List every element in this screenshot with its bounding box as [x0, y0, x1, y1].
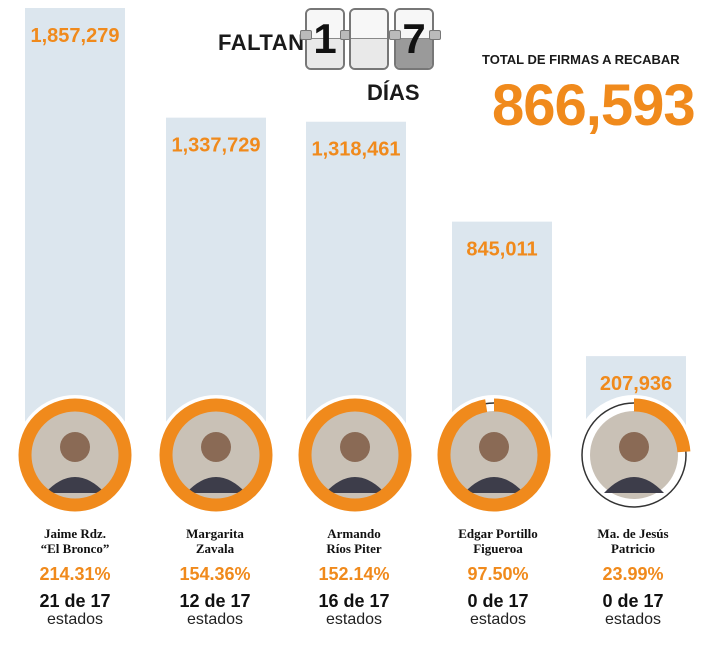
day-digit-card-blank — [349, 8, 389, 70]
portrait-shoulders-icon — [325, 477, 385, 493]
candidate-percent: 214.31% — [39, 564, 111, 584]
day-digit-1: 1 — [313, 15, 337, 62]
bar-value-label: 1,857,279 — [31, 25, 120, 47]
candidate-name: Ma. de Jesús Patricio — [568, 526, 698, 556]
portrait-icon — [619, 432, 649, 462]
portrait-icon — [340, 432, 370, 462]
progress-ring — [437, 398, 551, 512]
progress-ring — [298, 398, 412, 512]
candidate-name-line2: Ríos Piter — [326, 541, 382, 556]
day-digit-card-1: 1 — [305, 8, 345, 70]
candidate-name: Margarita Zavala — [150, 526, 280, 556]
portrait-icon — [479, 432, 509, 462]
candidate-states: 0 de 17 — [602, 591, 664, 611]
candidate-name: Jaime Rdz. “El Bronco” — [10, 526, 140, 556]
candidate-states: 21 de 17 — [39, 591, 111, 611]
portrait-shoulders-icon — [186, 477, 246, 493]
candidate-percent: 23.99% — [602, 564, 664, 584]
candidate-name-line2: “El Bronco” — [40, 541, 110, 556]
candidate-estados: estados — [469, 611, 527, 628]
progress-ring — [633, 398, 691, 453]
bar-value-label: 207,936 — [600, 373, 672, 395]
candidate-estados: estados — [325, 611, 383, 628]
candidate-estados: estados — [186, 611, 244, 628]
candidate-estados: estados — [46, 611, 104, 628]
candidate-name-line1: Margarita — [186, 526, 244, 541]
candidate-name-line1: Armando — [327, 526, 381, 541]
candidate-name-line1: Edgar Portillo — [458, 526, 538, 541]
candidate-name-line2: Patricio — [610, 541, 656, 556]
candidate-states: 16 de 17 — [318, 591, 390, 611]
candidate-estados: estados — [604, 611, 662, 628]
flip-hinge-icon — [429, 30, 441, 40]
candidate-states: 12 de 17 — [179, 591, 251, 611]
flip-hinge-icon — [300, 30, 312, 40]
total-signatures-label: TOTAL DE FIRMAS A RECABAR — [482, 52, 680, 67]
bar-value-label: 845,011 — [466, 239, 537, 261]
bar-value-label: 1,318,461 — [312, 139, 401, 161]
flip-hinge-icon — [389, 30, 401, 40]
total-signatures-value: 866,593 — [492, 73, 696, 138]
portrait-shoulders-icon — [464, 477, 524, 493]
day-digit-2: 7 — [402, 15, 426, 62]
candidate-name-line1: Jaime Rdz. — [43, 526, 107, 541]
bar-value-label: 1,337,729 — [172, 135, 261, 157]
candidate-name-line2: Zavala — [195, 541, 235, 556]
candidate-percent: 154.36% — [179, 564, 251, 584]
progress-ring — [159, 398, 273, 512]
progress-ring — [18, 398, 132, 512]
candidate-name-line2: Figueroa — [473, 541, 523, 556]
candidate-name-line1: Ma. de Jesús — [597, 526, 669, 541]
portrait-shoulders-icon — [45, 477, 105, 493]
candidate-percent: 97.50% — [467, 564, 529, 584]
dias-label: DÍAS — [367, 80, 420, 105]
portrait-icon — [201, 432, 231, 462]
candidate-states: 0 de 17 — [467, 591, 529, 611]
portrait-icon — [60, 432, 90, 462]
bar — [25, 8, 125, 460]
candidate-name: Edgar Portillo Figueroa — [433, 526, 563, 556]
faltan-label: FALTAN — [218, 30, 305, 55]
candidate-percent: 152.14% — [318, 564, 390, 584]
candidate-name: Armando Ríos Piter — [289, 526, 419, 556]
portrait-shoulders-icon — [604, 477, 664, 493]
